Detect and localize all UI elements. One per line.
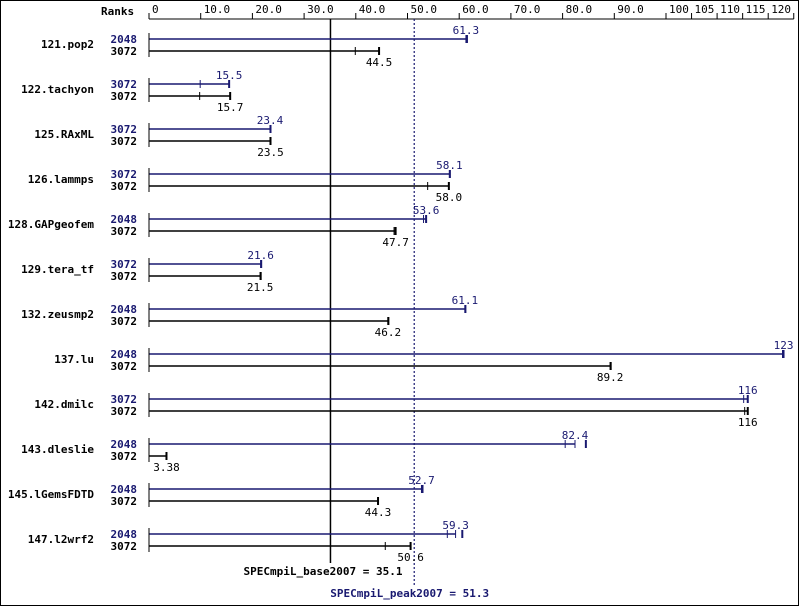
peak-metric-label: SPECmpiL_peak2007 = 51.3 (330, 587, 489, 600)
peak-value-label: 116 (738, 384, 758, 397)
base-ranks-label: 3072 (111, 270, 138, 283)
base-ranks-label: 3072 (111, 180, 138, 193)
x-tick-label: 60.0 (462, 3, 489, 16)
base-ranks-label: 3072 (111, 450, 138, 463)
benchmark-name: 125.RAxML (34, 128, 94, 141)
peak-value-label: 52.7 (408, 474, 435, 487)
x-tick-label: 10.0 (204, 3, 231, 16)
x-tick-label: 30.0 (307, 3, 334, 16)
peak-value-label: 61.1 (452, 294, 479, 307)
peak-value-label: 58.1 (436, 159, 463, 172)
base-value-label: 50.6 (397, 551, 424, 564)
benchmark-name: 121.pop2 (41, 38, 94, 51)
base-ranks-label: 3072 (111, 540, 138, 553)
base-value-label: 44.5 (366, 56, 393, 69)
x-tick-label: 120 (771, 3, 791, 16)
x-tick-label: 20.0 (255, 3, 282, 16)
peak-ranks-label: 3072 (111, 168, 138, 181)
base-value-label: 15.7 (217, 101, 244, 114)
peak-value-label: 123 (774, 339, 794, 352)
base-ranks-label: 3072 (111, 360, 138, 373)
benchmark-name: 147.l2wrf2 (28, 533, 94, 546)
x-tick-label: 115 (746, 3, 766, 16)
base-ranks-label: 3072 (111, 495, 138, 508)
peak-value-label: 53.6 (413, 204, 440, 217)
x-tick-label: 105 (695, 3, 715, 16)
benchmark-name: 126.lammps (28, 173, 94, 186)
benchmark-name: 137.lu (54, 353, 94, 366)
base-ranks-label: 3072 (111, 90, 138, 103)
peak-ranks-label: 3072 (111, 78, 138, 91)
base-value-label: 23.5 (257, 146, 284, 159)
peak-ranks-label: 3072 (111, 123, 138, 136)
peak-ranks-label: 2048 (111, 528, 138, 541)
x-tick-label: 40.0 (359, 3, 386, 16)
x-tick-label: 80.0 (566, 3, 593, 16)
peak-value-label: 82.4 (562, 429, 589, 442)
base-metric-label: SPECmpiL_base2007 = 35.1 (244, 565, 403, 578)
peak-ranks-label: 2048 (111, 483, 138, 496)
benchmark-name: 142.dmilc (34, 398, 94, 411)
base-value-label: 47.7 (382, 236, 409, 249)
base-value-label: 89.2 (597, 371, 624, 384)
base-value-label: 58.0 (436, 191, 463, 204)
x-tick-label: 70.0 (514, 3, 541, 16)
benchmark-name: 145.lGemsFDTD (8, 488, 94, 501)
base-value-label: 46.2 (375, 326, 402, 339)
base-value-label: 116 (738, 416, 758, 429)
x-tick-label: 0 (152, 3, 159, 16)
x-tick-label: 100 (669, 3, 689, 16)
peak-value-label: 61.3 (453, 24, 480, 37)
x-tick-label: 110 (720, 3, 740, 16)
x-tick-label: 90.0 (617, 3, 644, 16)
base-ranks-label: 3072 (111, 315, 138, 328)
peak-value-label: 21.6 (247, 249, 274, 262)
base-value-label: 44.3 (365, 506, 392, 519)
peak-value-label: 15.5 (216, 69, 243, 82)
peak-ranks-label: 2048 (111, 438, 138, 451)
x-tick-label: 50.0 (411, 3, 438, 16)
benchmark-name: 143.dleslie (21, 443, 94, 456)
x-tick-label: 125 (797, 3, 798, 16)
benchmark-name: 129.tera_tf (21, 263, 94, 276)
peak-ranks-label: 2048 (111, 33, 138, 46)
benchmark-name: 132.zeusmp2 (21, 308, 94, 321)
base-ranks-label: 3072 (111, 45, 138, 58)
base-ranks-label: 3072 (111, 405, 138, 418)
peak-ranks-label: 3072 (111, 258, 138, 271)
ranks-header: Ranks (101, 5, 134, 18)
peak-ranks-label: 2048 (111, 348, 138, 361)
peak-ranks-label: 2048 (111, 303, 138, 316)
base-ranks-label: 3072 (111, 225, 138, 238)
peak-ranks-label: 3072 (111, 393, 138, 406)
base-value-label: 3.38 (153, 461, 180, 474)
benchmark-name: 128.GAPgeofem (8, 218, 94, 231)
peak-value-label: 23.4 (257, 114, 284, 127)
base-value-label: 21.5 (247, 281, 274, 294)
peak-value-label: 59.3 (442, 519, 469, 532)
benchmark-name: 122.tachyon (21, 83, 94, 96)
base-ranks-label: 3072 (111, 135, 138, 148)
peak-ranks-label: 2048 (111, 213, 138, 226)
